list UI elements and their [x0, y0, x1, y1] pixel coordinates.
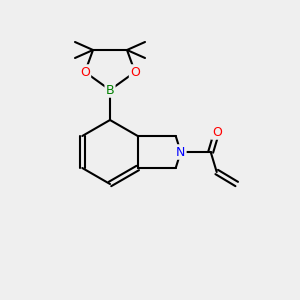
Text: N: N — [176, 146, 185, 158]
Text: O: O — [130, 65, 140, 79]
Text: O: O — [80, 65, 90, 79]
Text: B: B — [106, 83, 114, 97]
Text: O: O — [212, 125, 222, 139]
